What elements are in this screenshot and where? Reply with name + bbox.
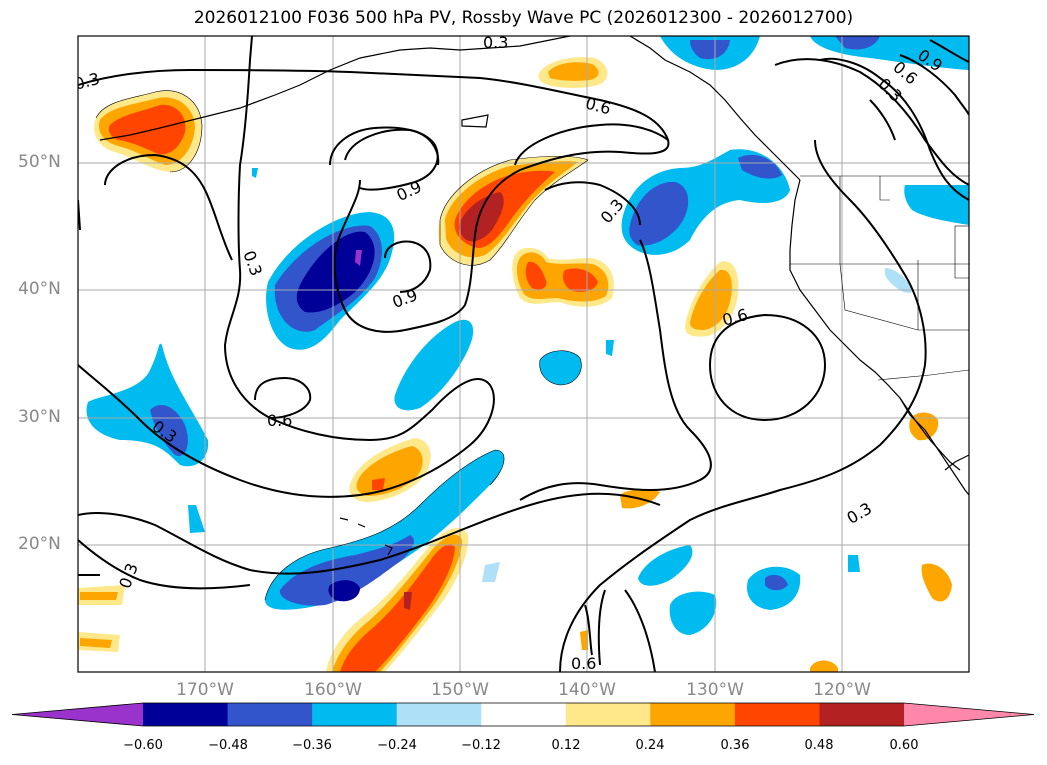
colorbar-tick: 0.12: [551, 738, 581, 753]
colorbar-extend-high: [904, 703, 1034, 726]
colorbar-tick: −0.48: [208, 738, 248, 753]
colorbar-tick: −0.60: [123, 738, 163, 753]
lon-label-120w: 120°W: [813, 680, 871, 700]
pv-contours: [78, 36, 969, 672]
lat-label-50n: 50°N: [18, 152, 61, 172]
colorbar-tick: 0.36: [720, 738, 750, 753]
lat-label-40n: 40°N: [18, 279, 61, 299]
colorbar-extend-low: [12, 703, 143, 726]
colorbar-tick: −0.12: [461, 738, 501, 753]
map-title: 2026012100 F036 500 hPa PV, Rossby Wave …: [193, 8, 854, 28]
lat-label-20n: 20°N: [18, 534, 61, 554]
colorbar-tick: 0.48: [804, 738, 834, 753]
lat-label-30n: 30°N: [18, 407, 61, 427]
colorbar-segment: [312, 703, 398, 726]
lon-label-140w: 140°W: [558, 680, 616, 700]
lon-label-170w: 170°W: [176, 680, 234, 700]
lon-label-130w: 130°W: [686, 680, 744, 700]
colorbar-segment: [650, 703, 736, 726]
lon-label-160w: 160°W: [304, 680, 362, 700]
colorbar-segment: [143, 703, 229, 726]
anomaly-outlines: [95, 90, 589, 601]
coastlines: [99, 36, 969, 556]
colorbar-segment: [481, 703, 567, 726]
colorbar-segment: [565, 703, 651, 726]
colorbar-segment: [819, 703, 905, 726]
colorbar-tick: −0.24: [377, 738, 417, 753]
colorbar-tick: −0.36: [292, 738, 332, 753]
map-frame: [77, 35, 970, 673]
negative-anomaly-shading: [86, 36, 969, 635]
lon-label-150w: 150°W: [431, 680, 489, 700]
colorbar-outline: [11, 702, 1035, 727]
contour-label: 0.3: [72, 69, 102, 94]
contour-label: 0.6: [267, 411, 292, 430]
colorbar-tick: 0.24: [635, 738, 665, 753]
contour-label: 0.6: [571, 654, 596, 673]
contour-label: 0.3: [483, 33, 508, 52]
colorbar-segment: [734, 703, 820, 726]
colorbar-segment: [227, 703, 313, 726]
colorbar-tick: 0.60: [889, 738, 919, 753]
graticule: [78, 36, 969, 672]
colorbar: [11, 702, 1035, 727]
colorbar-segment: [396, 703, 482, 726]
